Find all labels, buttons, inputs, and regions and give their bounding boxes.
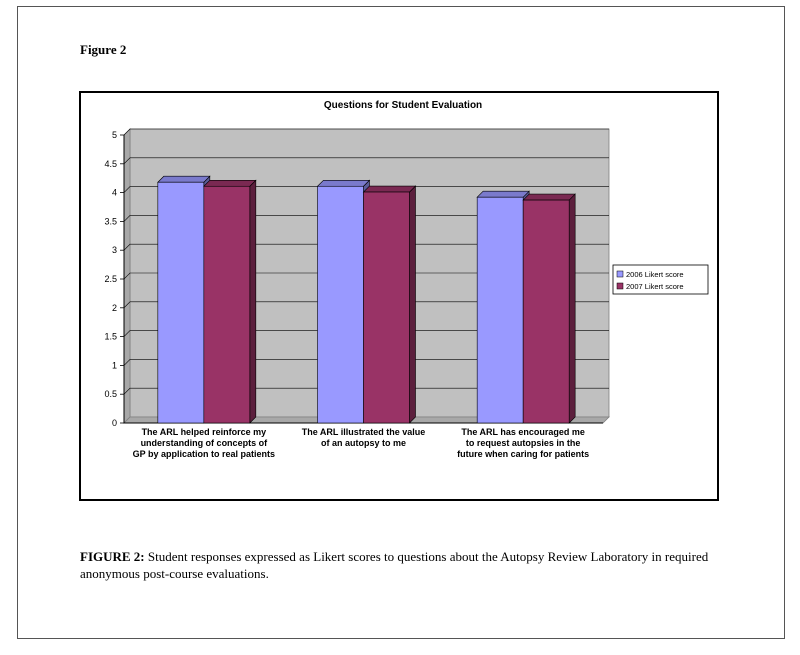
bar-face xyxy=(203,185,251,424)
bar-face xyxy=(157,181,205,424)
y-tick-label: 3.5 xyxy=(104,216,117,226)
gridline xyxy=(123,359,609,366)
x-category-label: The ARL has encouraged me to request auto… xyxy=(457,427,589,459)
y-tick-label: 2 xyxy=(112,303,117,313)
x-category-label-line: The ARL has encouraged me xyxy=(461,427,585,437)
y-tick-label: 2.5 xyxy=(104,274,117,284)
bar-2006 xyxy=(157,175,211,424)
y-tick-label: 4 xyxy=(112,188,117,198)
gridline xyxy=(123,272,609,280)
bar-chart: Questions for Student Evaluation 0 0.5 1 1.… xyxy=(104,100,709,459)
bar-2006 xyxy=(316,179,371,424)
x-category-label-line: understanding of concepts of xyxy=(141,438,269,448)
legend-swatch xyxy=(616,282,624,290)
chart-container: Questions for Student Evaluation 0 0.5 1 1.… xyxy=(79,91,719,501)
chart-title: Questions for Student Evaluation xyxy=(324,100,482,111)
legend-label: 2007 Likert score xyxy=(626,282,684,291)
bar-2007 xyxy=(522,193,576,424)
bar-2007 xyxy=(203,179,257,424)
gridline xyxy=(123,128,609,136)
y-tick-label: 4.5 xyxy=(104,159,117,169)
bar-face xyxy=(363,191,410,424)
bar-side xyxy=(409,185,416,424)
x-category-label-line: of an autopsy to me xyxy=(321,438,406,448)
x-category-label-line: GP by application to real patients xyxy=(133,449,275,459)
bar-top xyxy=(522,193,576,201)
y-tick-label: 3 xyxy=(112,245,117,255)
bar-side xyxy=(568,193,576,424)
gridline xyxy=(123,387,609,395)
page-frame xyxy=(17,6,785,639)
bar-side xyxy=(249,179,257,424)
y-tick-label: 0 xyxy=(112,418,117,428)
legend-swatch xyxy=(616,270,624,278)
figure-caption: FIGURE 2: Student responses expressed as… xyxy=(80,548,720,582)
x-category-label-line: to request autopsies in the xyxy=(466,438,581,448)
x-category-label-line: The ARL illustrated the value xyxy=(302,427,426,437)
bar-face xyxy=(522,199,570,424)
gridline xyxy=(123,330,609,337)
y-tick-label: 1.5 xyxy=(104,332,117,342)
y-tick-label: 1 xyxy=(112,360,117,370)
bar-top xyxy=(362,185,417,193)
bar-top xyxy=(476,190,530,198)
legend: 2006 Likert score 2007 Likert score xyxy=(612,264,709,295)
gridline xyxy=(123,157,609,165)
caption-lead: FIGURE 2: xyxy=(80,549,145,564)
legend-box xyxy=(612,264,709,295)
gridline xyxy=(123,301,609,309)
plot-area: 0 0.5 1 1.5 2 2.5 3 3.5 4 4.5 5 The ARL helped rein… xyxy=(104,128,610,459)
bar-face xyxy=(317,185,364,424)
caption-text: Student responses expressed as Likert sc… xyxy=(80,549,709,581)
figure-label: Figure 2 xyxy=(80,42,127,57)
bar-2006 xyxy=(476,190,530,424)
y-tick-label: 5 xyxy=(112,130,117,140)
bar-top xyxy=(316,179,371,187)
gridline xyxy=(123,186,609,193)
bar-face xyxy=(476,196,524,424)
x-category-label-line: The ARL helped reinforce my xyxy=(142,427,267,437)
x-category-label-line: future when caring for patients xyxy=(457,449,589,459)
bar-2007 xyxy=(362,185,417,424)
gridline xyxy=(123,243,609,251)
x-category-label: The ARL illustrated the value of an autop… xyxy=(302,427,426,448)
gridline xyxy=(123,215,609,222)
legend-label: 2006 Likert score xyxy=(626,270,684,279)
bar-top xyxy=(157,175,211,183)
bar-top xyxy=(203,179,257,187)
x-category-label: The ARL helped reinforce my understanding… xyxy=(133,427,275,459)
y-tick-label: 0.5 xyxy=(104,389,117,399)
